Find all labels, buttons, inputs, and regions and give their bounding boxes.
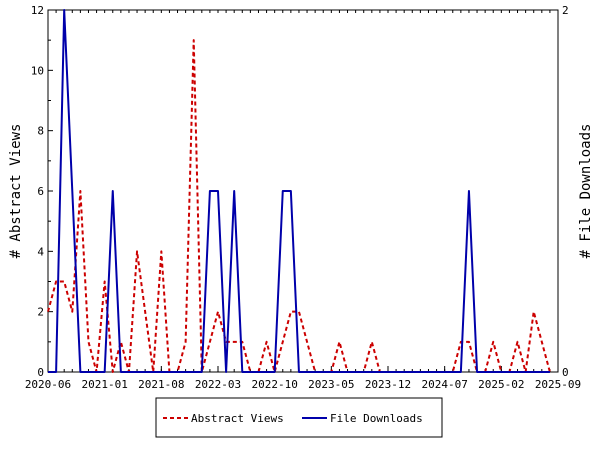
left-tick-label: 8	[37, 125, 44, 138]
x-axis-ticks: 2020-06 2021-01 2021-08 2022-03 2022-10 2023-…	[25, 10, 581, 391]
x-tick-label: 2025-09	[535, 378, 581, 391]
right-tick-label: 2	[562, 4, 569, 17]
right-tick-label: 0	[562, 366, 569, 379]
series-layer	[47, 9, 551, 373]
x-tick-label: 2024-07	[421, 378, 467, 391]
x-tick-label: 2023-12	[365, 378, 411, 391]
x-tick-label: 2020-06	[25, 378, 71, 391]
right-axis-ticks: 02	[553, 4, 569, 379]
left-tick-label: 12	[31, 4, 44, 17]
left-tick-label: 6	[37, 185, 44, 198]
x-tick-label: 2021-08	[138, 378, 184, 391]
y2-axis-title: # File Downloads	[578, 124, 594, 259]
legend-label-abstract-views: Abstract Views	[191, 412, 284, 425]
plot-frame	[47, 9, 559, 373]
x-tick-label: 2025-02	[478, 378, 524, 391]
series-line-abstract-views	[47, 39, 551, 373]
left-tick-label: 4	[37, 245, 44, 258]
legend-label-file-downloads: File Downloads	[330, 412, 423, 425]
series-line-file-downloads	[48, 9, 550, 373]
left-axis-ticks: 0 2 4 6 8 10 12	[31, 4, 53, 379]
legend: Abstract Views File Downloads	[155, 397, 443, 438]
x-tick-label: 2022-03	[195, 378, 241, 391]
left-tick-label: 0	[37, 366, 44, 379]
left-tick-label: 2	[37, 306, 44, 319]
left-tick-label: 10	[31, 64, 44, 77]
x-tick-label: 2021-01	[81, 378, 127, 391]
legend-box	[155, 397, 443, 438]
x-tick-label: 2023-05	[308, 378, 354, 391]
x-tick-label: 2022-10	[251, 378, 297, 391]
y-axis-title: # Abstract Views	[8, 124, 24, 259]
